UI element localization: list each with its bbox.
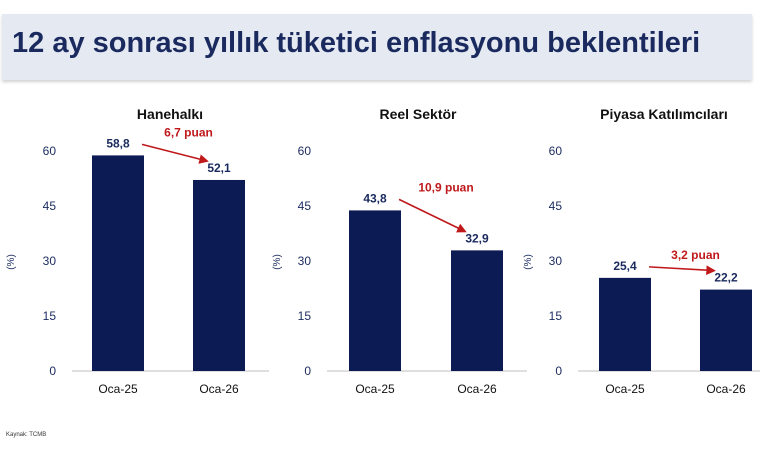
y-tick-label: 45	[43, 199, 57, 213]
title-bar: 12 ay sonrası yıllık tüketici enflasyonu…	[2, 14, 752, 80]
bar	[700, 289, 752, 371]
y-tick-label: 60	[549, 144, 563, 158]
y-tick-label: 30	[43, 254, 57, 268]
x-tick-label: Oca-26	[199, 382, 239, 396]
chart-title: Piyasa Katılımcıları	[600, 106, 728, 122]
y-axis-label: (%)	[272, 254, 283, 270]
bar	[599, 277, 651, 371]
y-axis-label: (%)	[6, 254, 17, 270]
x-tick-label: Oca-25	[605, 382, 645, 396]
y-tick-label: 60	[298, 144, 312, 158]
bar	[349, 210, 401, 371]
bar	[193, 179, 245, 371]
y-tick-label: 15	[43, 309, 57, 323]
y-tick-label: 0	[304, 364, 311, 378]
x-tick-label: Oca-25	[98, 382, 138, 396]
change-label: 6,7 puan	[164, 125, 213, 139]
y-tick-label: 0	[49, 364, 56, 378]
y-tick-label: 30	[549, 254, 563, 268]
y-tick-label: 45	[298, 199, 312, 213]
chart-title: Hanehalkı	[137, 106, 203, 122]
y-tick-label: 0	[555, 364, 562, 378]
change-arrow	[141, 143, 209, 164]
bar-value-label: 32,9	[465, 231, 489, 245]
bar-value-label: 43,8	[363, 191, 387, 205]
y-tick-label: 45	[549, 199, 563, 213]
bar-value-label: 22,2	[714, 271, 738, 285]
bar-value-label: 25,4	[613, 259, 637, 273]
change-arrow	[648, 265, 716, 275]
bar	[92, 155, 144, 371]
x-tick-label: Oca-26	[706, 382, 746, 396]
y-tick-label: 15	[549, 309, 563, 323]
bar-value-label: 58,8	[106, 136, 130, 150]
page-title: 12 ay sonrası yıllık tüketici enflasyonu…	[12, 27, 701, 59]
source-note: Kaynak: TCMB	[6, 432, 47, 438]
y-tick-label: 15	[298, 309, 312, 323]
y-tick-label: 60	[43, 144, 57, 158]
y-axis-label: (%)	[523, 254, 534, 270]
change-arrow	[398, 198, 467, 233]
x-tick-label: Oca-26	[457, 382, 497, 396]
bar	[451, 250, 503, 371]
x-tick-label: Oca-25	[355, 382, 395, 396]
bar-value-label: 52,1	[207, 161, 231, 175]
y-tick-label: 30	[298, 254, 312, 268]
chart-title: Reel Sektör	[379, 106, 457, 122]
change-label: 3,2 puan	[671, 248, 720, 262]
change-label: 10,9 puan	[418, 180, 473, 194]
